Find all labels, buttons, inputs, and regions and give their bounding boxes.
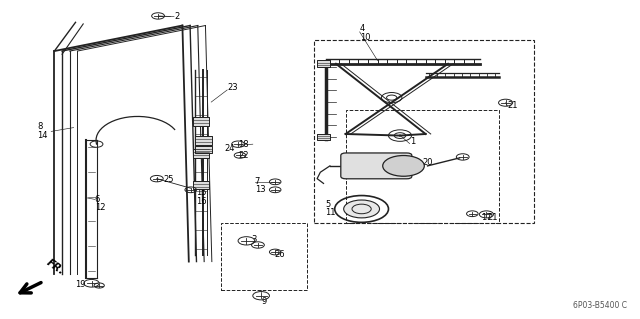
Text: 6P03-B5400 C: 6P03-B5400 C [573,301,627,310]
FancyBboxPatch shape [317,60,330,67]
Text: 10: 10 [360,33,370,41]
Text: 21: 21 [488,213,498,222]
Text: 24: 24 [224,145,234,153]
Text: 12: 12 [95,204,105,212]
Circle shape [344,200,380,218]
Text: 23: 23 [227,83,238,92]
FancyBboxPatch shape [195,146,212,153]
Text: 17: 17 [481,213,492,222]
Text: 13: 13 [255,185,266,194]
Circle shape [383,155,424,176]
Text: 7: 7 [255,177,260,186]
Text: 25: 25 [163,175,173,184]
FancyBboxPatch shape [195,136,212,145]
FancyBboxPatch shape [193,181,209,189]
Text: 19: 19 [76,280,86,289]
Text: 11: 11 [325,208,335,217]
Text: 20: 20 [422,158,433,167]
Text: 9: 9 [261,297,266,306]
Text: 4: 4 [360,24,365,33]
Text: 2: 2 [174,12,179,21]
FancyBboxPatch shape [193,117,209,126]
Text: 6: 6 [95,195,100,204]
FancyBboxPatch shape [340,153,412,179]
FancyBboxPatch shape [193,149,209,158]
Text: 14: 14 [37,131,47,140]
Text: 21: 21 [508,101,518,110]
Text: 15: 15 [196,189,207,197]
Text: FR.: FR. [45,257,67,277]
Text: 5: 5 [325,200,330,209]
Text: 16: 16 [196,197,207,206]
Text: 18: 18 [238,140,249,149]
Text: 8: 8 [37,122,42,131]
Text: 1: 1 [410,137,415,146]
FancyBboxPatch shape [317,134,330,140]
Text: 26: 26 [274,250,285,259]
Text: 22: 22 [238,151,248,160]
Text: 3: 3 [252,235,257,244]
